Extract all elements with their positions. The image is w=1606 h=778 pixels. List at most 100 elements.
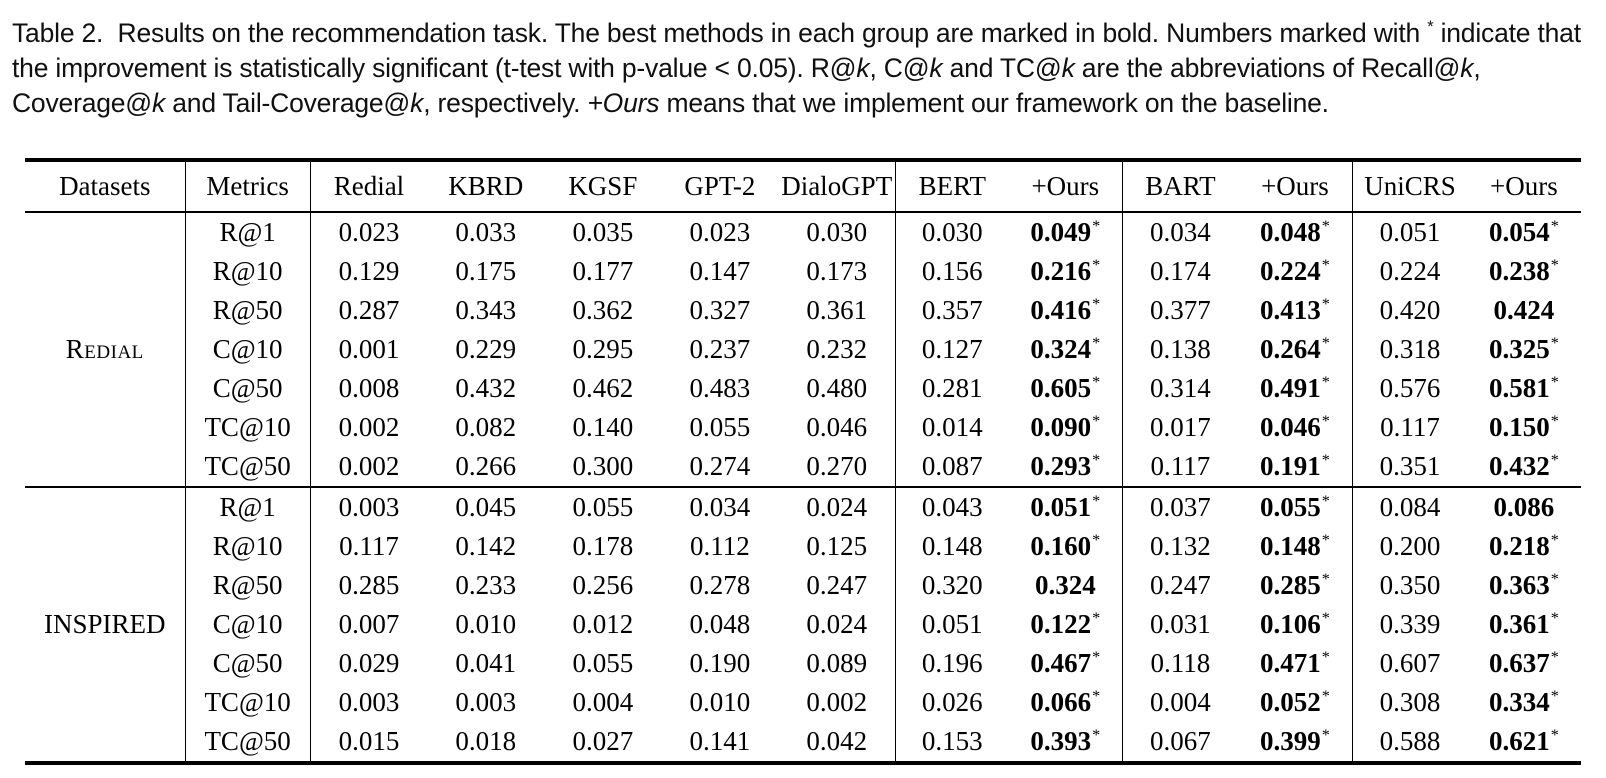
value-cell: 0.432* [1488,451,1559,481]
value-cell: 0.033 [455,217,517,247]
value-cell: 0.132 [1150,531,1211,561]
column-header: Metrics [185,160,311,213]
caption-text: indicate that the improvement is statist… [12,17,1581,83]
paper-page: Table 2. Results on the recommendation t… [0,10,1606,765]
value-cell: 0.281 [921,373,983,403]
value-cell: 0.293* [1008,447,1124,487]
value-cell: 0.343 [455,295,517,325]
metric-label: TC@50 [185,447,311,487]
value-cell: 0.156 [921,256,983,286]
value-cell: 0.274 [689,451,751,481]
value-cell: 0.037 [1122,486,1238,527]
caption-text: and TC@ [942,52,1062,83]
value-cell: 0.174 [1150,256,1211,286]
value-cell: 0.046 [778,408,896,447]
table-caption: Table 2. Results on the recommendation t… [12,10,1590,121]
value-cell: 0.027 [572,726,634,756]
column-header: BART [1122,160,1238,213]
value-cell: 0.247 [1150,570,1211,600]
table-row: TC@10 0.002 0.082 0.140 0.055 0.046 0.014 0.090… [25,408,1581,447]
value-cell: 0.051 [921,609,983,639]
table-row: R@10 0.117 0.142 0.178 0.112 0.125 0.148 0.160*… [25,527,1581,566]
dataset-label: INSPIRED [25,486,186,763]
value-cell: 0.012 [572,609,634,639]
metric-label: C@10 [185,330,311,369]
value-cell: 0.399* [1237,722,1354,763]
column-header: +Ours [1466,160,1581,213]
value-cell: 0.082 [455,412,517,442]
value-cell: 0.153 [921,726,983,756]
value-cell: 0.112 [690,531,750,561]
value-cell: 0.224 [1379,256,1441,286]
metric-label: R@1 [185,212,311,252]
value-cell: 0.357 [921,295,983,325]
value-cell: 0.034 [661,486,779,527]
table-row: INSPIRED R@1 0.003 0.045 0.055 0.034 0.024 0.04… [25,486,1581,763]
value-cell: 0.045 [427,486,545,527]
significance-asterisk: * [1321,217,1330,235]
value-cell: 0.462 [572,373,634,403]
value-cell: 0.055 [689,412,751,442]
table-row: C@50 0.029 0.041 0.055 0.190 0.089 0.196 0.467*… [25,644,1581,683]
value-cell: 0.266 [455,451,517,481]
significance-asterisk: * [1550,217,1559,235]
value-cell: 0.046* [1237,408,1354,447]
value-cell: 0.218* [1488,531,1559,561]
value-cell: 0.141 [689,726,751,756]
value-cell: 0.015 [338,726,400,756]
significance-asterisk: * [1092,492,1101,510]
significance-asterisk: * [1550,531,1559,549]
caption-text: , Coverage@ [12,52,1481,118]
value-cell: 0.051* [1008,486,1124,527]
value-cell: 0.148 [921,531,983,561]
column-header: UniCRS [1352,160,1467,213]
value-cell: 0.002 [338,412,400,442]
significance-asterisk: * [1427,18,1434,36]
value-cell: 0.424 [1493,295,1555,325]
value-cell: 0.325* [1488,334,1559,364]
value-cell: 0.420 [1379,295,1441,325]
value-cell: 0.334* [1488,687,1559,717]
value-cell: 0.129 [338,256,400,286]
table-row: R@50 0.285 0.233 0.256 0.278 0.247 0.320 0.324 0… [25,566,1581,605]
value-cell: 0.339 [1379,609,1441,639]
value-cell: 0.055 [572,648,634,678]
dataset-label: Redial [25,212,186,487]
value-cell: 0.471* [1237,644,1354,683]
value-cell: 0.089 [778,644,896,683]
significance-asterisk: * [1321,570,1330,588]
value-cell: 0.191* [1237,447,1354,487]
value-cell: 0.320 [921,570,983,600]
value-cell: 0.324 [1008,566,1124,605]
value-cell: 0.029 [338,648,400,678]
value-cell: 0.018 [455,726,517,756]
significance-asterisk: * [1092,451,1101,469]
value-cell: 0.637* [1488,648,1559,678]
value-cell: 0.413* [1237,291,1354,330]
significance-asterisk: * [1321,648,1330,666]
value-cell: 0.308 [1379,687,1441,717]
value-cell: 0.086 [1466,486,1581,527]
value-cell: 0.491* [1237,369,1354,408]
significance-asterisk: * [1092,217,1101,235]
value-cell: 0.023 [689,217,751,247]
significance-asterisk: * [1092,531,1101,549]
value-cell: 0.178 [572,531,634,561]
value-cell: 0.026 [921,687,983,717]
value-cell: 0.327 [689,295,751,325]
results-table-wrap: Datasets Metrics Redial KBRD KGSF GPT-2 DialoG… [25,158,1581,765]
caption-text: k [152,87,166,118]
value-cell: 0.247 [778,566,896,605]
value-cell: 0.055* [1237,486,1354,527]
table-row: C@10 0.007 0.010 0.012 0.048 0.024 0.051 0.122*… [25,605,1581,644]
dataset-group: INSPIRED R@1 0.003 0.045 0.055 0.034 0.024 0.04… [25,486,1581,763]
significance-asterisk: * [1092,609,1101,627]
table-header: Datasets Metrics Redial KBRD KGSF GPT-2 DialoG… [25,160,1581,213]
caption-text: , C@ [869,52,930,83]
table-row: C@50 0.008 0.432 0.462 0.483 0.480 0.281 0.605*… [25,369,1581,408]
value-cell: 0.122* [1008,605,1124,644]
metric-label: TC@10 [185,408,311,447]
value-cell: 0.042 [778,722,896,763]
value-cell: 0.621* [1488,726,1559,756]
caption-text: are the abbreviations of Recall@ [1074,52,1461,83]
